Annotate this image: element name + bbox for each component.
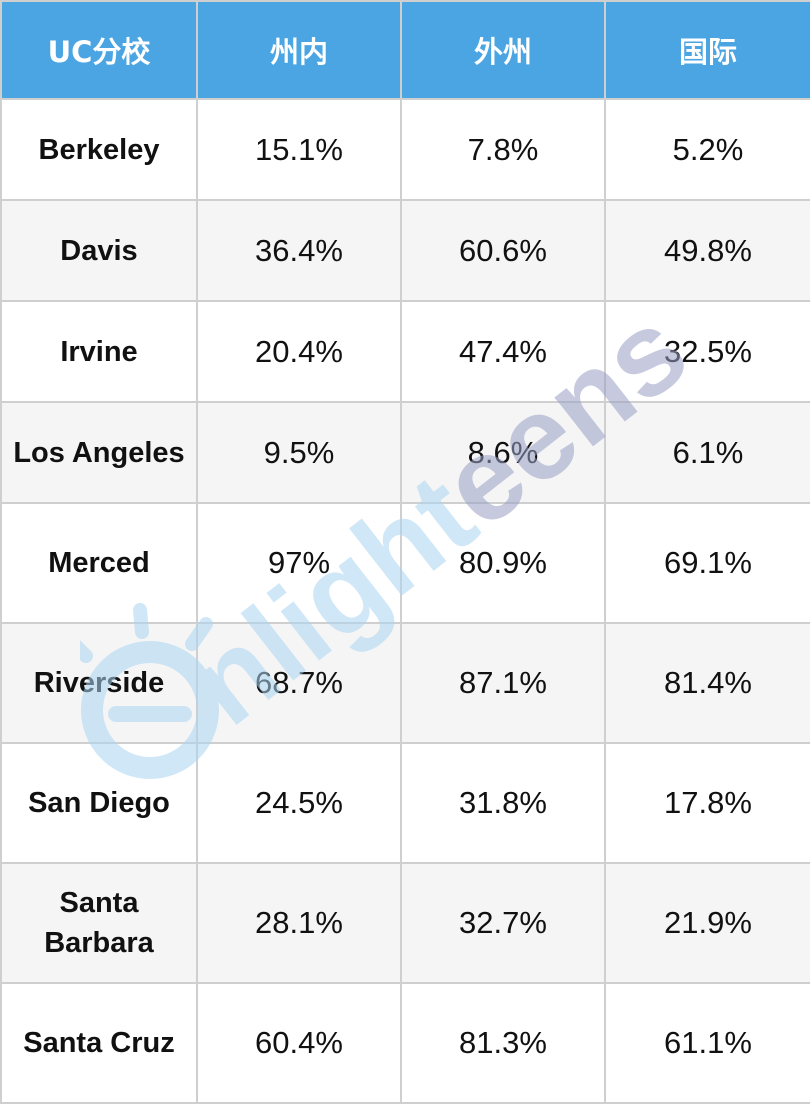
campus-name: Santa Cruz	[0, 982, 198, 1104]
campus-name: Irvine	[0, 300, 198, 403]
out-of-state-rate: 7.8%	[400, 98, 606, 201]
table-row: Los Angeles 9.5% 8.6% 6.1%	[0, 401, 810, 504]
international-rate: 32.5%	[604, 300, 810, 403]
out-of-state-rate: 87.1%	[400, 622, 606, 744]
campus-name: Berkeley	[0, 98, 198, 201]
in-state-rate: 97%	[196, 502, 402, 624]
out-of-state-rate: 8.6%	[400, 401, 606, 504]
table-row: San Diego 24.5% 31.8% 17.8%	[0, 742, 810, 864]
international-rate: 81.4%	[604, 622, 810, 744]
table-row: Davis 36.4% 60.6% 49.8%	[0, 199, 810, 302]
out-of-state-rate: 32.7%	[400, 862, 606, 984]
column-header-out-of-state: 外州	[400, 0, 606, 100]
campus-name: Los Angeles	[0, 401, 198, 504]
campus-name: Riverside	[0, 622, 198, 744]
out-of-state-rate: 31.8%	[400, 742, 606, 864]
campus-name: Santa Barbara	[0, 862, 198, 984]
in-state-rate: 15.1%	[196, 98, 402, 201]
international-rate: 69.1%	[604, 502, 810, 624]
out-of-state-rate: 80.9%	[400, 502, 606, 624]
in-state-rate: 60.4%	[196, 982, 402, 1104]
table-row: Santa Cruz 60.4% 81.3% 61.1%	[0, 982, 810, 1104]
out-of-state-rate: 81.3%	[400, 982, 606, 1104]
table-row: Berkeley 15.1% 7.8% 5.2%	[0, 98, 810, 201]
international-rate: 17.8%	[604, 742, 810, 864]
campus-name: Merced	[0, 502, 198, 624]
out-of-state-rate: 60.6%	[400, 199, 606, 302]
international-rate: 6.1%	[604, 401, 810, 504]
in-state-rate: 36.4%	[196, 199, 402, 302]
campus-name: Davis	[0, 199, 198, 302]
in-state-rate: 9.5%	[196, 401, 402, 504]
column-header-in-state: 州内	[196, 0, 402, 100]
international-rate: 21.9%	[604, 862, 810, 984]
in-state-rate: 28.1%	[196, 862, 402, 984]
table-header-row: UC分校 州内 外州 国际	[0, 0, 810, 100]
in-state-rate: 20.4%	[196, 300, 402, 403]
in-state-rate: 68.7%	[196, 622, 402, 744]
international-rate: 49.8%	[604, 199, 810, 302]
out-of-state-rate: 47.4%	[400, 300, 606, 403]
in-state-rate: 24.5%	[196, 742, 402, 864]
campus-name: San Diego	[0, 742, 198, 864]
column-header-campus: UC分校	[0, 0, 198, 100]
international-rate: 61.1%	[604, 982, 810, 1104]
table-row: Santa Barbara 28.1% 32.7% 21.9%	[0, 862, 810, 984]
table-row: Irvine 20.4% 47.4% 32.5%	[0, 300, 810, 403]
column-header-international: 国际	[604, 0, 810, 100]
table-row: Riverside 68.7% 87.1% 81.4%	[0, 622, 810, 744]
international-rate: 5.2%	[604, 98, 810, 201]
table-row: Merced 97% 80.9% 69.1%	[0, 502, 810, 624]
